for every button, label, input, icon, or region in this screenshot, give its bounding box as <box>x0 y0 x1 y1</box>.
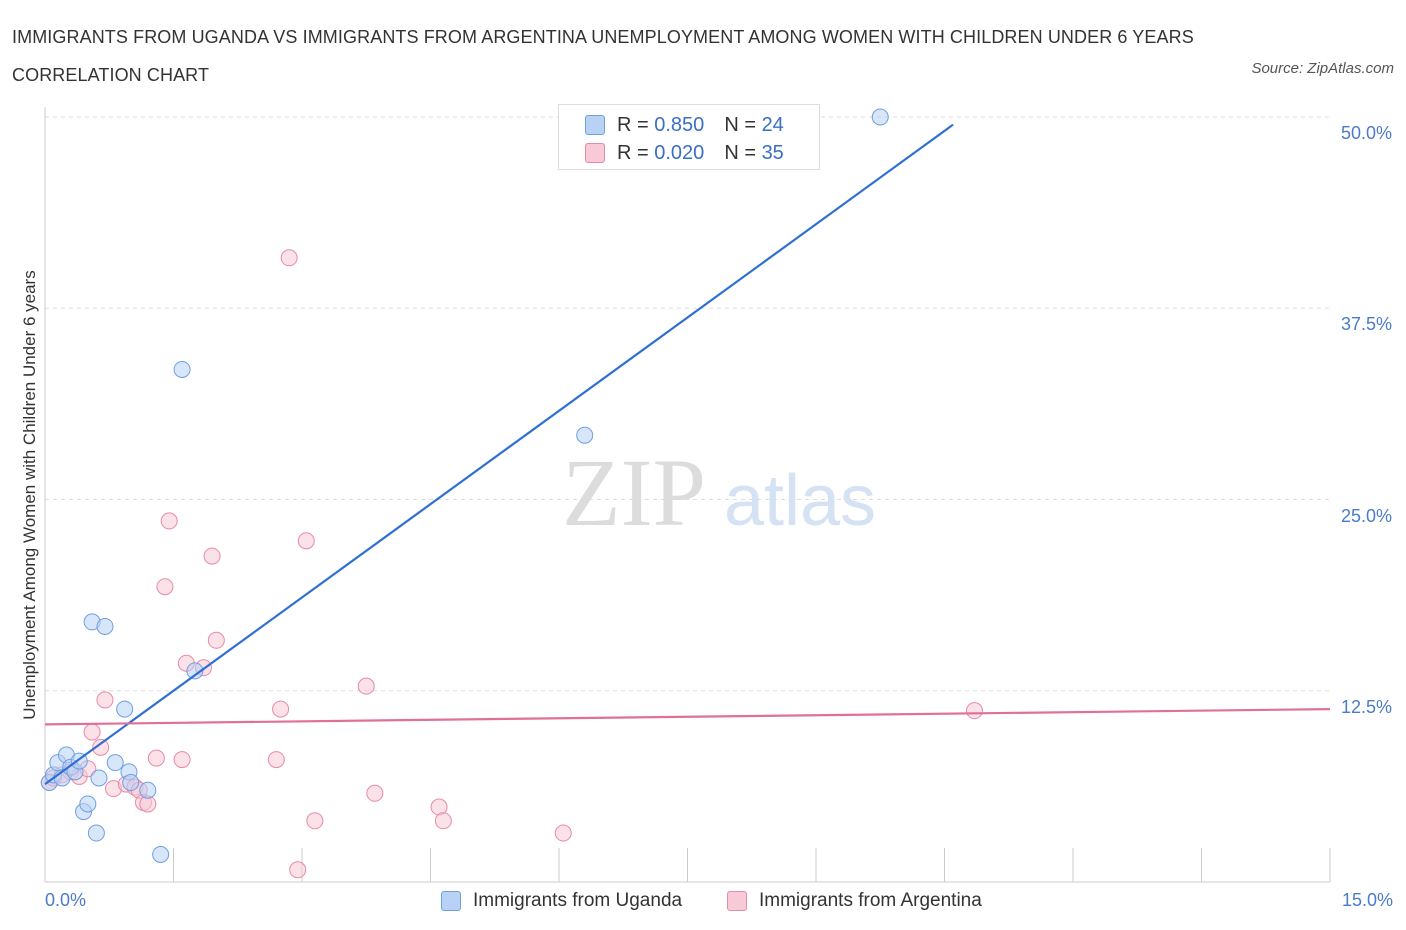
argentina-point <box>96 691 114 709</box>
argentina-point <box>289 861 307 879</box>
legend-r-label: R = <box>617 113 649 136</box>
uganda-trend-line <box>44 123 954 785</box>
bottom-legend-uganda: Immigrants from Uganda <box>441 890 682 912</box>
uganda-swatch <box>441 891 461 911</box>
uganda-legend-label: Immigrants from Uganda <box>473 890 683 911</box>
argentina-point <box>434 812 452 830</box>
uganda-point <box>139 781 157 799</box>
argentina-point <box>203 547 221 565</box>
axes <box>44 107 1331 883</box>
legend-n-label: N = <box>724 113 756 136</box>
argentina-points <box>40 249 983 879</box>
uganda-point <box>173 360 191 378</box>
uganda-swatch <box>585 115 605 135</box>
watermark-zip: ZIP <box>562 439 706 546</box>
argentina-point <box>267 751 285 769</box>
argentina-point <box>357 677 375 695</box>
trend-lines <box>44 123 1331 785</box>
legend-r-value: 0.020 <box>654 141 705 164</box>
y-tick-label: 37.5% <box>1340 314 1392 335</box>
argentina-trend-line <box>44 708 1331 726</box>
argentina-swatch <box>727 891 747 911</box>
correlation-legend: R = 0.850 N = 24 R = 0.020 N = 35 <box>558 104 820 170</box>
argentina-point <box>207 631 225 649</box>
argentina-point <box>173 751 191 769</box>
argentina-point <box>280 249 298 267</box>
chart-title: IMMIGRANTS FROM UGANDA VS IMMIGRANTS FRO… <box>12 27 1194 85</box>
legend-n-value: 35 <box>761 141 784 164</box>
argentina-point <box>554 824 572 842</box>
gridlines <box>45 116 1330 692</box>
argentina-point <box>965 702 983 720</box>
uganda-point <box>186 662 204 680</box>
argentina-point <box>147 749 165 767</box>
argentina-point <box>156 578 174 596</box>
bottom-legend-argentina: Immigrants from Argentina <box>727 890 982 912</box>
chart-source: Source: ZipAtlas.com <box>1251 60 1394 77</box>
argentina-point <box>297 532 315 550</box>
legend-n-label: N = <box>724 141 756 164</box>
argentina-point <box>272 700 290 718</box>
uganda-point <box>871 108 889 126</box>
uganda-point <box>106 754 124 772</box>
legend-row-uganda: R = 0.850 N = 24 <box>585 113 784 137</box>
y-tick-label: 25.0% <box>1340 505 1392 526</box>
uganda-point <box>152 845 170 863</box>
argentina-legend-label: Immigrants from Argentina <box>759 890 982 911</box>
argentina-point <box>160 512 178 530</box>
legend-n-value: 24 <box>761 113 784 136</box>
uganda-point <box>79 795 97 813</box>
y-tick-label: 12.5% <box>1340 696 1392 717</box>
argentina-point <box>306 812 324 830</box>
x-tick-label: 15.0% <box>1341 890 1393 910</box>
legend-r-label: R = <box>617 141 649 164</box>
uganda-point <box>576 426 594 444</box>
legend-r-value: 0.850 <box>654 113 705 136</box>
argentina-swatch <box>585 143 605 163</box>
uganda-point <box>87 824 105 842</box>
y-tick-label: 50.0% <box>1340 123 1392 143</box>
uganda-point <box>116 700 134 718</box>
argentina-point <box>83 723 101 741</box>
uganda-point <box>96 617 114 635</box>
legend-row-argentina: R = 0.020 N = 35 <box>585 141 784 165</box>
x-tick-label: 0.0% <box>45 890 87 910</box>
uganda-point <box>90 769 108 787</box>
argentina-point <box>366 784 384 802</box>
argentina-point <box>92 738 110 756</box>
uganda-points <box>40 108 889 863</box>
uganda-point <box>122 774 140 792</box>
watermark-atlas: atlas <box>724 461 876 541</box>
